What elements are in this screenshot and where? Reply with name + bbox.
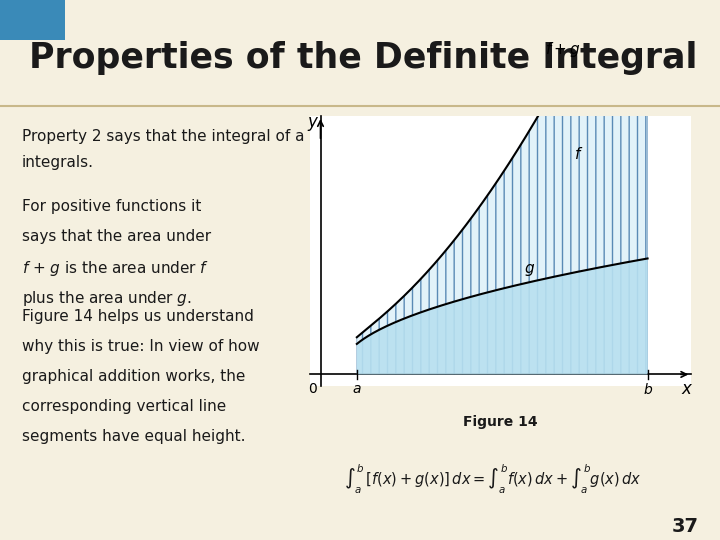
Text: $f$ + $g$ is the area under $f$: $f$ + $g$ is the area under $f$: [22, 259, 209, 278]
Text: graphical addition works, the: graphical addition works, the: [22, 369, 245, 384]
Text: segments have equal height.: segments have equal height.: [22, 429, 245, 444]
Text: Properties of the Definite Integral: Properties of the Definite Integral: [29, 41, 697, 75]
Text: $0$: $0$: [308, 382, 318, 396]
Text: integrals.: integrals.: [22, 155, 94, 170]
FancyBboxPatch shape: [0, 0, 65, 40]
Text: $b$: $b$: [642, 382, 652, 397]
Text: why this is true: In view of how: why this is true: In view of how: [22, 339, 259, 354]
Text: plus the area under $g$.: plus the area under $g$.: [22, 289, 192, 308]
Text: Figure 14: Figure 14: [463, 415, 538, 429]
Text: $x$: $x$: [681, 381, 694, 399]
Text: Figure 14 helps us understand: Figure 14 helps us understand: [22, 309, 253, 324]
Text: $a$: $a$: [352, 382, 361, 396]
Text: $f + g$: $f + g$: [545, 39, 580, 58]
Text: $\int_a^b\,[f(x)+g(x)]\,dx = \int_a^b f(x)\,dx + \int_a^b g(x)\,dx$: $\int_a^b\,[f(x)+g(x)]\,dx = \int_a^b f(…: [344, 463, 642, 496]
Text: For positive functions it: For positive functions it: [22, 199, 201, 214]
Text: says that the area under: says that the area under: [22, 229, 211, 244]
Text: $y$: $y$: [307, 116, 320, 133]
Text: Property 2 says that the integral of a sum is the sum of the: Property 2 says that the integral of a s…: [22, 129, 476, 144]
Text: corresponding vertical line: corresponding vertical line: [22, 399, 226, 414]
Text: 37: 37: [671, 517, 698, 536]
Text: $f$: $f$: [574, 146, 583, 162]
Text: $g$: $g$: [524, 262, 536, 279]
